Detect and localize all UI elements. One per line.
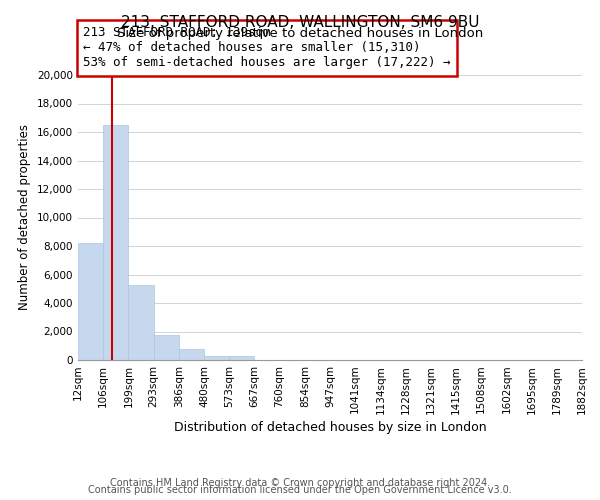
Y-axis label: Number of detached properties: Number of detached properties [19, 124, 31, 310]
Bar [103, 125, 128, 360]
Bar [154, 335, 179, 360]
Bar [204, 356, 229, 360]
Text: Size of property relative to detached houses in London: Size of property relative to detached ho… [117, 28, 483, 40]
Bar [229, 356, 254, 360]
X-axis label: Distribution of detached houses by size in London: Distribution of detached houses by size … [173, 420, 487, 434]
Bar [128, 285, 154, 360]
Text: 213, STAFFORD ROAD, WALLINGTON, SM6 9BU: 213, STAFFORD ROAD, WALLINGTON, SM6 9BU [121, 15, 479, 30]
Bar [78, 243, 103, 360]
Bar [179, 348, 204, 360]
Text: 213 STAFFORD ROAD: 139sqm
← 47% of detached houses are smaller (15,310)
53% of s: 213 STAFFORD ROAD: 139sqm ← 47% of detac… [83, 26, 451, 70]
Text: Contains HM Land Registry data © Crown copyright and database right 2024.: Contains HM Land Registry data © Crown c… [110, 478, 490, 488]
Text: Contains public sector information licensed under the Open Government Licence v3: Contains public sector information licen… [88, 485, 512, 495]
